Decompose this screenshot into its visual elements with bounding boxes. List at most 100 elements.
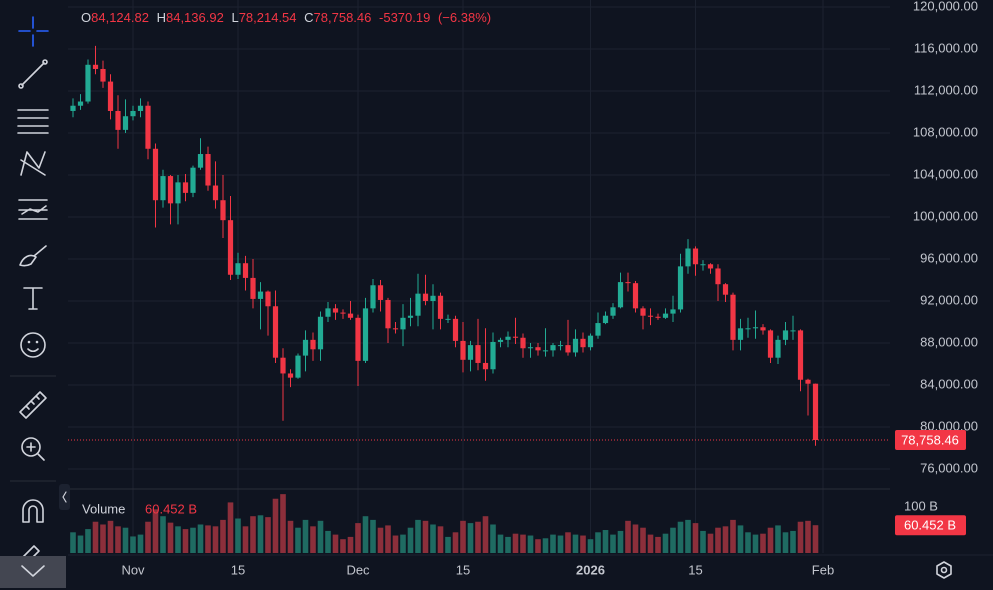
volume-bar — [670, 527, 676, 553]
candle-body — [437, 295, 444, 319]
candle-body — [460, 340, 466, 360]
volume-bar — [100, 524, 106, 553]
y-tick-label: 116,000.00 — [914, 40, 978, 55]
last-volume-label: 60.452 B — [904, 518, 956, 533]
candle-body — [197, 154, 204, 168]
close-letter: C — [304, 10, 313, 25]
candle-body — [340, 312, 346, 314]
more-tools-button[interactable] — [0, 556, 66, 588]
candle-body — [272, 306, 279, 358]
candle-body — [287, 373, 294, 378]
crosshair-tool[interactable] — [18, 16, 49, 47]
volume-bar — [467, 523, 474, 553]
volume-bar — [160, 516, 166, 553]
volume-bar — [730, 519, 736, 553]
candle-body — [295, 355, 301, 378]
low-value: 78,214.54 — [239, 10, 297, 25]
candle-body — [242, 263, 249, 278]
candle-body — [220, 200, 226, 221]
candle-body — [475, 345, 481, 363]
volume-bar — [805, 520, 811, 553]
volume-bar — [595, 532, 601, 553]
high-letter: H — [157, 10, 166, 25]
plot-area — [70, 45, 819, 553]
volume-bar — [752, 534, 759, 553]
zoom-tool[interactable] — [21, 437, 45, 461]
candle-body — [265, 291, 271, 307]
volume-bar — [235, 518, 241, 553]
candle-body — [77, 101, 84, 106]
volume-bar — [557, 535, 564, 553]
x-tick-label: Dec — [346, 562, 370, 577]
volume-bar — [707, 533, 714, 553]
y-tick-label: 108,000.00 — [913, 124, 978, 139]
volume-bar — [737, 525, 744, 553]
volume-bar — [700, 530, 706, 553]
x-tick-label: 2026 — [576, 562, 605, 577]
grid — [68, 0, 890, 553]
magnet-tool[interactable] — [22, 499, 44, 523]
candle-body — [647, 315, 654, 317]
volume-bar — [400, 534, 406, 553]
volume-bar — [617, 530, 624, 553]
candle-body — [557, 345, 564, 347]
candle-body — [790, 330, 796, 332]
projection-tool[interactable] — [18, 199, 48, 220]
fib-tool[interactable] — [17, 109, 49, 134]
volume-bar — [512, 533, 519, 553]
volume-bar — [182, 529, 189, 553]
candle-body — [782, 330, 789, 340]
volume-bar — [407, 527, 414, 553]
candle-body — [160, 176, 166, 201]
volume-bar — [295, 527, 301, 553]
volume-bar — [625, 520, 631, 553]
volume-bar — [257, 515, 264, 553]
candle-body — [407, 315, 414, 318]
trend-line-tool[interactable] — [18, 59, 48, 89]
text-tool[interactable] — [23, 287, 43, 310]
volume-bar — [190, 527, 196, 553]
volume-tick-label: 100 B — [904, 498, 938, 513]
candle-body — [392, 328, 399, 330]
candle-body — [257, 291, 264, 299]
last-price-label: 78,758.46 — [901, 432, 959, 447]
candle-body — [482, 362, 489, 370]
candle-body — [145, 105, 151, 149]
ruler-tool[interactable] — [19, 391, 47, 419]
settings-button[interactable] — [936, 561, 952, 579]
candle-body — [385, 299, 391, 329]
volume-bar — [317, 520, 324, 553]
volume-bar — [265, 517, 271, 553]
high-value: 84,136.92 — [166, 10, 224, 25]
volume-bar — [490, 524, 496, 553]
toolbar — [0, 16, 70, 588]
candle-body — [70, 105, 76, 111]
candle-body — [565, 345, 571, 353]
volume-bar — [287, 520, 294, 553]
candle-body — [212, 185, 219, 201]
candle-body — [737, 328, 744, 340]
volume-bar — [167, 522, 174, 553]
candle-body — [422, 293, 429, 302]
y-tick-label: 88,000.00 — [920, 334, 978, 349]
volume-bar — [655, 536, 661, 553]
candle-body — [610, 307, 616, 316]
candle-body — [85, 64, 91, 102]
volume-bar — [272, 498, 279, 553]
collapse-button[interactable] — [59, 484, 70, 510]
candle-body — [167, 176, 174, 204]
candle-body — [812, 383, 819, 441]
emoji-tool[interactable] — [20, 332, 46, 358]
candle-body — [235, 263, 241, 275]
volume-value: 60.452 B — [145, 501, 197, 516]
brush-tool[interactable] — [19, 245, 47, 267]
candle-body — [122, 116, 129, 130]
candle-body — [767, 330, 774, 358]
volume-bar — [197, 524, 204, 553]
y-tick-label: 120,000.00 — [913, 0, 978, 13]
volume-bar — [175, 526, 181, 553]
candle-body — [797, 330, 804, 380]
candle-body — [700, 264, 706, 266]
volume-bar — [325, 530, 331, 553]
pattern-tool[interactable] — [20, 151, 46, 176]
